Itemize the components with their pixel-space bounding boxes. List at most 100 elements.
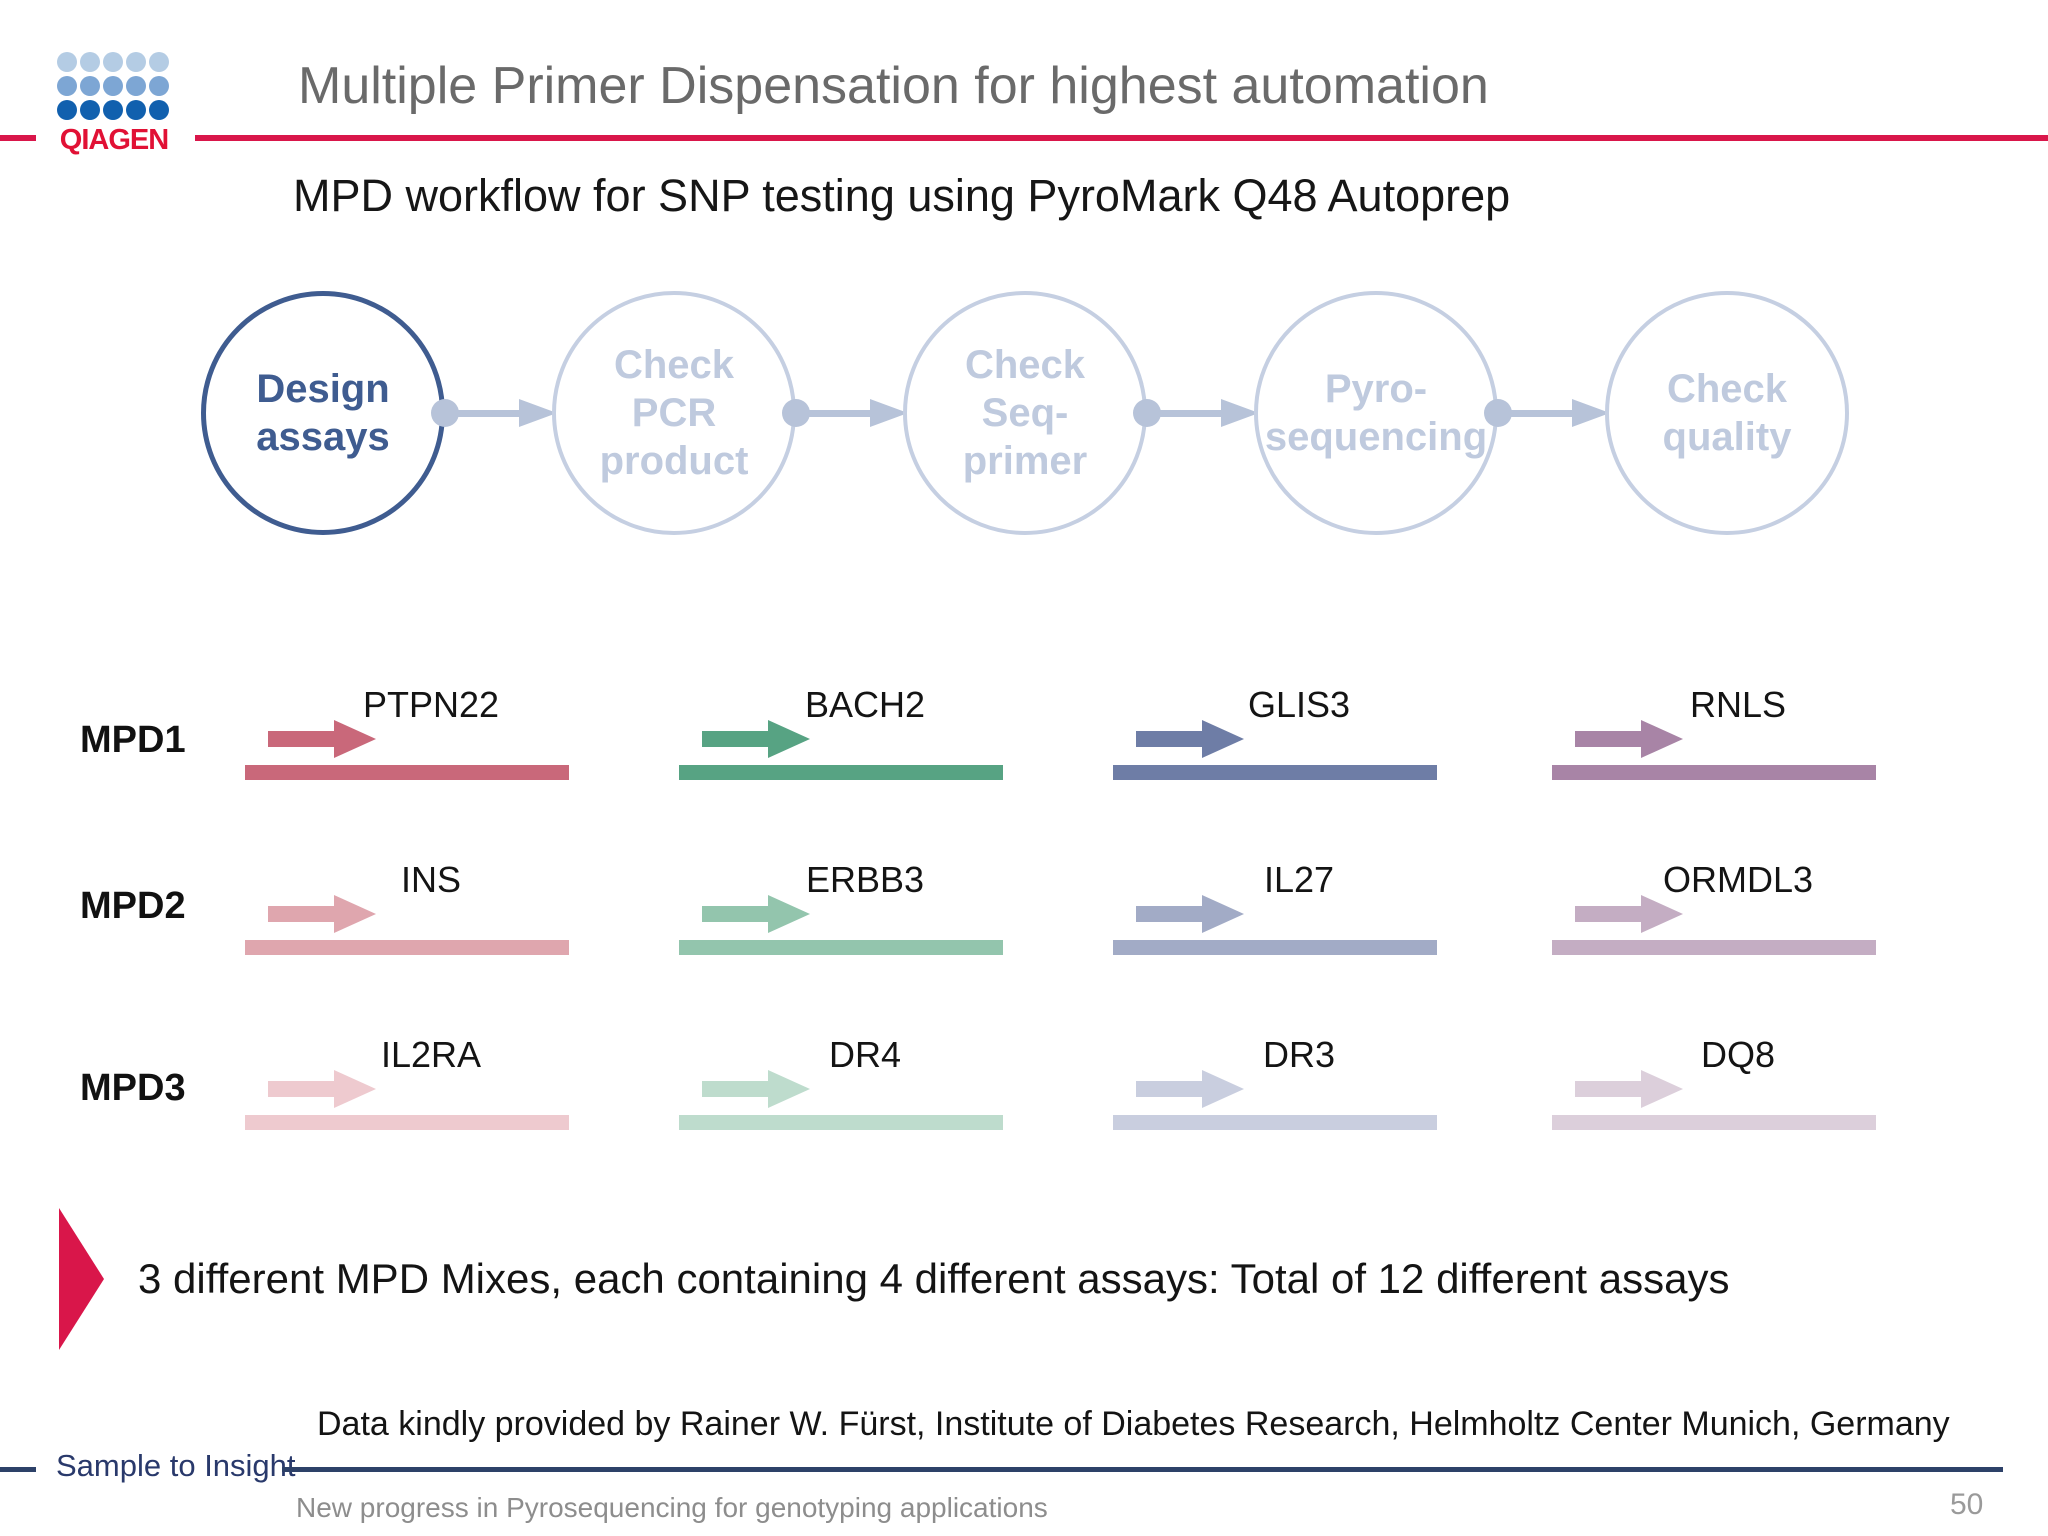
arrow-head [334, 720, 376, 758]
step-label-line: product [599, 439, 749, 483]
amplicon-bar [245, 940, 569, 955]
connector-arrowhead [1572, 399, 1610, 427]
connector-shaft [808, 410, 870, 417]
logo-dot [126, 76, 146, 96]
connector-arrowhead [1221, 399, 1259, 427]
workflow-step-check-pcr-product: Check PCR product [552, 291, 796, 535]
page-number: 50 [1950, 1488, 1984, 1521]
connector-arrowhead [870, 399, 908, 427]
data-credit-line: Data kindly provided by Rainer W. Fürst,… [317, 1405, 1950, 1443]
arrow-shaft [268, 731, 334, 747]
amplicon-bar [679, 765, 1003, 780]
step-label-line: Seq- [981, 391, 1069, 435]
workflow-step-check-quality: Check quality [1605, 291, 1849, 535]
arrow-head [1641, 895, 1683, 933]
sample-to-insight-tagline: Sample to Insight [56, 1448, 296, 1483]
connector-shaft [457, 410, 519, 417]
qiagen-dot-grid-icon [57, 52, 169, 120]
amplicon-bar [245, 1115, 569, 1130]
arrow-shaft [1136, 1081, 1202, 1097]
assay-cell-ins: INS [245, 860, 569, 960]
logo-dot [57, 52, 77, 72]
amplicon-bar [1113, 940, 1437, 955]
arrow-head [768, 1070, 810, 1108]
gene-name-label: DQ8 [1700, 1034, 1776, 1075]
step-label-line: Pyro- [1324, 367, 1428, 411]
assay-cell-il27: IL27 [1113, 860, 1437, 960]
arrow-shaft [268, 906, 334, 922]
workflow-step-design-assays: Design assays [201, 291, 445, 535]
arrow-head [334, 1070, 376, 1108]
amplicon-bar [679, 1115, 1003, 1130]
connector-arrowhead [519, 399, 557, 427]
logo-dot [80, 52, 100, 72]
primer-arrow-icon [268, 895, 378, 933]
primer-arrow-icon [702, 720, 812, 758]
workflow-step-check-seq-primer: Check Seq- primer [903, 291, 1147, 535]
primer-arrow-icon [1575, 720, 1685, 758]
assay-cell-bach2: BACH2 [679, 685, 1003, 785]
footer-rule-left [0, 1467, 36, 1472]
mpd1-row-label: MPD1 [80, 719, 186, 761]
step-label-line: assays [256, 415, 390, 459]
step-label-line: Check [1666, 367, 1788, 411]
gene-name-label: IL27 [1263, 859, 1335, 900]
qiagen-logo: QIAGEN [57, 52, 175, 157]
header-rule-left [0, 135, 36, 141]
logo-dot [80, 100, 100, 120]
step-label-line: quality [1662, 415, 1792, 459]
primer-arrow-icon [1136, 895, 1246, 933]
arrow-head [334, 895, 376, 933]
bullet-triangle-icon [59, 1208, 104, 1350]
primer-arrow-icon [702, 1070, 812, 1108]
logo-dot [80, 76, 100, 96]
step-label-line: PCR [631, 391, 717, 435]
deck-title-footer: New progress in Pyrosequencing for genot… [296, 1492, 1048, 1523]
workflow-connector-arrow-icon [1133, 399, 1263, 427]
logo-dot [126, 100, 146, 120]
logo-dot [149, 100, 169, 120]
header-rule [195, 135, 2048, 141]
amplicon-bar [1552, 940, 1876, 955]
summary-statement: 3 different MPD Mixes, each containing 4… [138, 1255, 1730, 1302]
gene-name-label: PTPN22 [362, 684, 500, 725]
primer-arrow-icon [268, 1070, 378, 1108]
gene-name-label: IL2RA [380, 1034, 482, 1075]
arrow-head [1202, 1070, 1244, 1108]
gene-name-label: GLIS3 [1247, 684, 1351, 725]
workflow-connector-arrow-icon [1484, 399, 1614, 427]
gene-name-label: ERBB3 [805, 859, 925, 900]
arrow-shaft [1575, 1081, 1641, 1097]
logo-dot [103, 52, 123, 72]
amplicon-bar [1552, 765, 1876, 780]
arrow-head [768, 720, 810, 758]
connector-dot [782, 399, 810, 427]
assay-cell-erbb3: ERBB3 [679, 860, 1003, 960]
assay-cell-rnls: RNLS [1552, 685, 1876, 785]
workflow-connector-arrow-icon [431, 399, 561, 427]
mpd2-row-label: MPD2 [80, 885, 186, 927]
assay-cell-dq8: DQ8 [1552, 1035, 1876, 1135]
arrow-shaft [1575, 906, 1641, 922]
gene-name-label: ORMDL3 [1662, 859, 1814, 900]
gene-name-label: RNLS [1689, 684, 1787, 725]
amplicon-bar [1552, 1115, 1876, 1130]
mpd3-row-label: MPD3 [80, 1067, 186, 1109]
assay-cell-glis3: GLIS3 [1113, 685, 1437, 785]
connector-dot [431, 399, 459, 427]
connector-dot [1484, 399, 1512, 427]
arrow-shaft [268, 1081, 334, 1097]
footer-rule [282, 1467, 2003, 1472]
primer-arrow-icon [268, 720, 378, 758]
amplicon-bar [245, 765, 569, 780]
logo-dot [57, 100, 77, 120]
connector-dot [1133, 399, 1161, 427]
qiagen-wordmark: QIAGEN [59, 124, 169, 156]
arrow-shaft [702, 731, 768, 747]
logo-dot [149, 52, 169, 72]
workflow-step-pyrosequencing: Pyro- sequencing [1254, 291, 1498, 535]
step-label-line: sequencing [1264, 415, 1488, 459]
primer-arrow-icon [1136, 1070, 1246, 1108]
assay-cell-dr4: DR4 [679, 1035, 1003, 1135]
